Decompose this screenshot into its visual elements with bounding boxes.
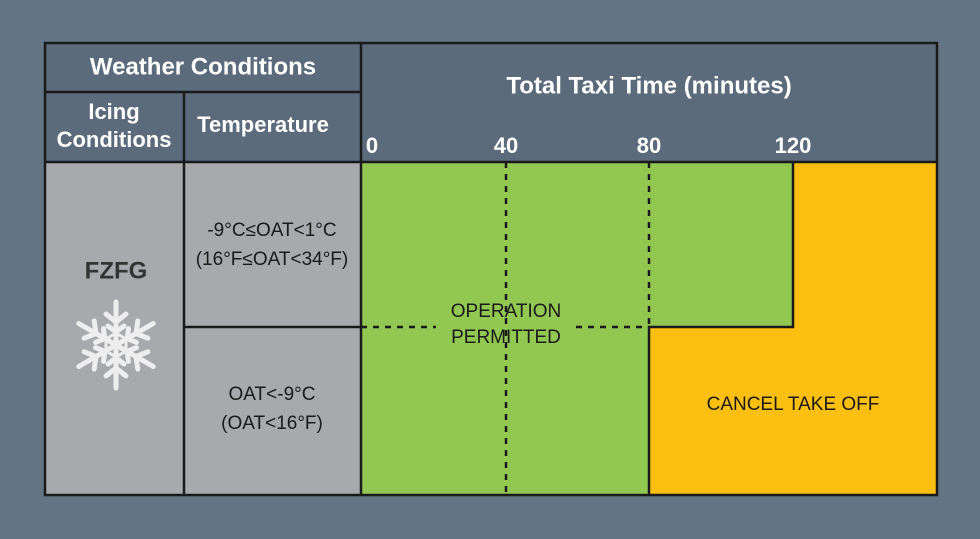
tick-label: 0 [366, 133, 378, 158]
temperature-range: -9°C≤OAT<1°C [207, 220, 336, 241]
region-label: PERMITTED [451, 327, 561, 348]
header-label: Icing [88, 99, 139, 124]
temperature-range: (OAT<16°F) [221, 413, 323, 434]
header-label: Conditions [57, 127, 172, 152]
cancel-region [649, 162, 937, 495]
tick-label: 120 [775, 133, 812, 158]
tick-label: 80 [637, 133, 661, 158]
region-label: OPERATION [451, 301, 562, 322]
region-label: CANCEL TAKE OFF [707, 394, 880, 415]
table-border [43, 41, 939, 497]
region-border [647, 162, 795, 495]
header-background [45, 43, 937, 162]
temperature-range: OAT<-9°C [229, 384, 316, 405]
icing-label: FZFG [85, 257, 148, 284]
tick-label: 40 [494, 133, 518, 158]
header-label: Temperature [197, 112, 329, 137]
temperature-range: (16°F≤OAT<34°F) [196, 249, 349, 270]
snowflake-icon [74, 299, 158, 388]
header-title: Weather Conditions [90, 53, 316, 80]
header-title: Total Taxi Time (minutes) [506, 72, 791, 99]
